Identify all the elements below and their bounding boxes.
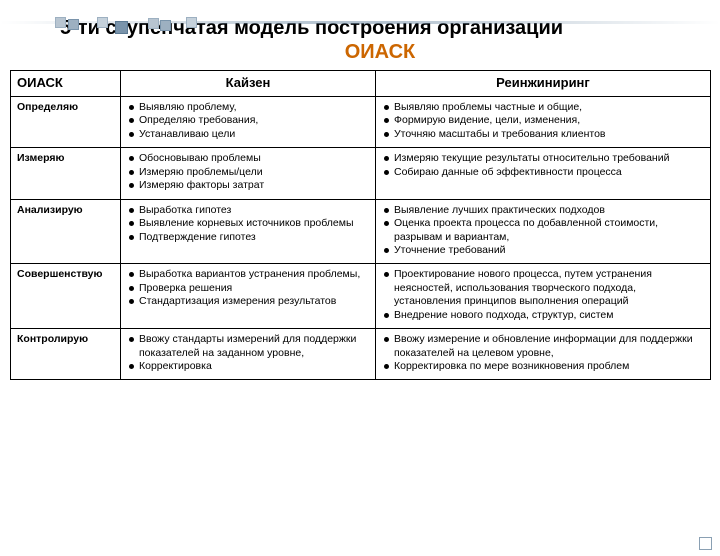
bullet-list: Выявляю проблему,Определяю требования,Ус…: [127, 101, 369, 141]
bullet-item: Формирую видение, цели, изменения,: [382, 114, 704, 127]
row-label: Контролирую: [11, 329, 121, 380]
bullet-list: Ввожу стандарты измерений для поддержки …: [127, 333, 369, 373]
bullet-list: Выработка гипотезВыявление корневых исто…: [127, 204, 369, 244]
reeng-cell: Выявление лучших практических подходовОц…: [376, 199, 711, 264]
reeng-cell: Ввожу измерение и обновление информации …: [376, 329, 711, 380]
kaizen-cell: Выработка вариантов устранения проблемы,…: [121, 264, 376, 329]
bullet-item: Корректировка по мере возникновения проб…: [382, 360, 704, 373]
bullet-item: Корректировка: [127, 360, 369, 373]
col-header-reeng: Реинжиниринг: [376, 71, 711, 97]
bullet-item: Уточняю масштабы и требования клиентов: [382, 128, 704, 141]
bullet-item: Оценка проекта процесса по добавленной с…: [382, 217, 704, 244]
bullet-item: Ввожу измерение и обновление информации …: [382, 333, 704, 360]
reeng-cell: Измеряю текущие результаты относительно …: [376, 148, 711, 199]
bullet-item: Подтверждение гипотез: [127, 231, 369, 244]
kaizen-cell: Выявляю проблему,Определяю требования,Ус…: [121, 97, 376, 148]
bullet-item: Измеряю факторы затрат: [127, 179, 369, 192]
title-line2: ОИАСК: [60, 40, 700, 64]
bullet-item: Проверка решения: [127, 282, 369, 295]
row-label: Измеряю: [11, 148, 121, 199]
bullet-item: Измеряю текущие результаты относительно …: [382, 152, 704, 165]
bullet-item: Стандартизация измерения результатов: [127, 295, 369, 308]
table-row: ИзмеряюОбосновываю проблемыИзмеряю пробл…: [11, 148, 711, 199]
bullet-item: Внедрение нового подхода, структур, сист…: [382, 309, 704, 322]
col-header-oiask: ОИАСК: [11, 71, 121, 97]
table-row: КонтролируюВвожу стандарты измерений для…: [11, 329, 711, 380]
bullet-list: Ввожу измерение и обновление информации …: [382, 333, 704, 373]
bullet-list: Выявление лучших практических подходовОц…: [382, 204, 704, 258]
row-label: Анализирую: [11, 199, 121, 264]
bullet-list: Измеряю текущие результаты относительно …: [382, 152, 704, 179]
bullet-item: Уточнение требований: [382, 244, 704, 257]
kaizen-cell: Обосновываю проблемыИзмеряю проблемы/цел…: [121, 148, 376, 199]
bullet-item: Выявляю проблему,: [127, 101, 369, 114]
bullet-item: Выработка вариантов устранения проблемы,: [127, 268, 369, 281]
bullet-list: Обосновываю проблемыИзмеряю проблемы/цел…: [127, 152, 369, 192]
reeng-cell: Выявляю проблемы частные и общие,Формиру…: [376, 97, 711, 148]
row-label: Совершенствую: [11, 264, 121, 329]
bullet-item: Собираю данные об эффективности процесса: [382, 166, 704, 179]
bullet-list: Проектирование нового процесса, путем ус…: [382, 268, 704, 322]
bullet-item: Измеряю проблемы/цели: [127, 166, 369, 179]
table-row: СовершенствуюВыработка вариантов устране…: [11, 264, 711, 329]
bullet-item: Проектирование нового процесса, путем ус…: [382, 268, 704, 308]
bullet-item: Выявление корневых источников проблемы: [127, 217, 369, 230]
reeng-cell: Проектирование нового процесса, путем ус…: [376, 264, 711, 329]
kaizen-cell: Выработка гипотезВыявление корневых исто…: [121, 199, 376, 264]
bullet-item: Выявление лучших практических подходов: [382, 204, 704, 217]
bullet-list: Выявляю проблемы частные и общие,Формиру…: [382, 101, 704, 141]
col-header-kaizen: Кайзен: [121, 71, 376, 97]
row-label: Определяю: [11, 97, 121, 148]
bullet-list: Выработка вариантов устранения проблемы,…: [127, 268, 369, 308]
table-row: ОпределяюВыявляю проблему,Определяю треб…: [11, 97, 711, 148]
header-decoration: [0, 16, 720, 34]
bullet-item: Устанавливаю цели: [127, 128, 369, 141]
corner-decoration: [699, 537, 712, 550]
table-row: АнализируюВыработка гипотезВыявление кор…: [11, 199, 711, 264]
oiask-table: ОИАСК Кайзен Реинжиниринг ОпределяюВыявл…: [10, 70, 711, 380]
bullet-item: Выявляю проблемы частные и общие,: [382, 101, 704, 114]
bullet-item: Ввожу стандарты измерений для поддержки …: [127, 333, 369, 360]
kaizen-cell: Ввожу стандарты измерений для поддержки …: [121, 329, 376, 380]
bullet-item: Определяю требования,: [127, 114, 369, 127]
bullet-item: Обосновываю проблемы: [127, 152, 369, 165]
bullet-item: Выработка гипотез: [127, 204, 369, 217]
